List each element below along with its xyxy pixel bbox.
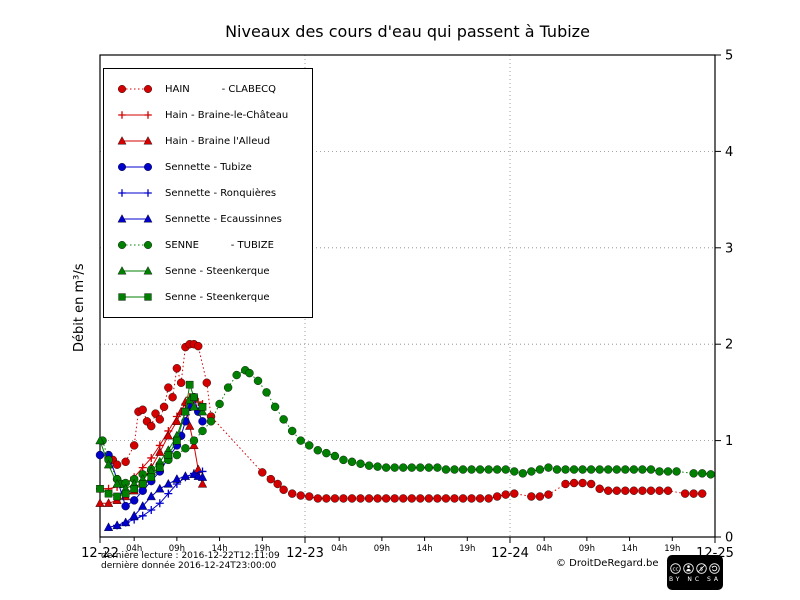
series-markers-hain-braine-l-alleud [95, 397, 208, 507]
y-tick-label: 2 [725, 338, 733, 353]
legend-item-sennette-tubize: Sennette - Tubize [104, 154, 312, 180]
y-tick-label: 1 [725, 434, 733, 449]
x-minor-tick-label: 09h [579, 544, 595, 554]
share-alike-icon [709, 562, 720, 574]
legend-marker-sennette-ronquieres [118, 189, 152, 197]
legend-item-label: SENNE - TUBIZE [165, 239, 274, 251]
x-minor-tick-label: 09h [374, 544, 390, 554]
legend-item-label: Senne - Steenkerque [165, 291, 270, 303]
legend-item-senne-steenkerque-2: Senne - Steenkerque [104, 284, 312, 310]
legend-marker-hain-braine-le-chateau [118, 111, 152, 119]
x-minor-tick-label: 19h [459, 544, 475, 554]
legend-item-label: Sennette - Tubize [165, 161, 252, 173]
legend-item-label: Hain - Braine l'Alleud [165, 135, 271, 147]
copyright-text: © DroitDeRegard.be [556, 558, 659, 569]
series-line-hain-braine-l-alleud [100, 400, 203, 504]
plot-border [99, 54, 716, 538]
legend-item-sennette-ecaussinnes: Sennette - Ecaussinnes [104, 206, 312, 232]
last-data-text: dernière donnée 2016-12-24T23:00:00 [101, 561, 277, 571]
chart-title: Niveaux des cours d'eau qui passent à Tu… [225, 22, 590, 41]
legend-item-hain-braine-l-alleud: Hain - Braine l'Alleud [104, 128, 312, 154]
x-minor-tick-label: 14h [211, 544, 227, 554]
legend-item-label: Sennette - Ecaussinnes [165, 213, 282, 225]
x-minor-tick-label: 19h [254, 544, 270, 554]
x-major-tick-label: 12-24 [491, 546, 529, 561]
legend-marker-senne-steenkerque-1 [117, 266, 153, 275]
legend-item-label: Senne - Steenkerque [165, 265, 270, 277]
legend-item-label: HAIN - CLABECQ [165, 83, 277, 95]
legend-marker-hain-clabecq [117, 84, 153, 93]
series-markers-senne-steenkerque-2 [96, 380, 207, 501]
legend-item-senne-tubize: SENNE - TUBIZE [104, 232, 312, 258]
svg-text:$: $ [700, 566, 704, 572]
x-minor-tick-label: 09h [169, 544, 185, 554]
cc-icon: cc [670, 562, 681, 574]
y-tick-label: 4 [725, 145, 733, 160]
legend-marker-sennette-tubize [117, 162, 153, 171]
x-minor-tick-label: 14h [416, 544, 432, 554]
series-markers-hain-clabecq [104, 340, 707, 503]
attribution-person-icon [683, 562, 694, 574]
last-reading-text: dernière lecture : 2016-12-22T12:11:09 [101, 551, 280, 561]
x-major-tick-label: 12-23 [286, 546, 324, 561]
x-major-tick-label: 12-22 [81, 546, 119, 561]
series-line-hain-clabecq [108, 343, 703, 499]
legend-item-senne-steenkerque-1: Senne - Steenkerque [104, 258, 312, 284]
y-tick-label: 3 [725, 241, 733, 256]
legend-marker-hain-braine-l-alleud [117, 136, 153, 145]
legend-marker-sennette-ecaussinnes [117, 214, 153, 223]
legend-box: HAIN - CLABECQ Hain - Braine-le-Château Ha… [103, 68, 313, 318]
x-minor-tick-label: 04h [331, 544, 347, 554]
legend-item-label: Hain - Braine-le-Château [165, 109, 289, 121]
legend-item-label: Sennette - Ronquières [165, 187, 277, 199]
cc-license-badge[interactable]: cc $ BY NC SA [667, 555, 723, 590]
legend-marker-senne-tubize [117, 240, 153, 249]
x-minor-tick-label: 14h [621, 544, 637, 554]
series-markers-sennette-ecaussinnes [103, 469, 208, 531]
legend-item-sennette-ronquieres: Sennette - Ronquières [104, 180, 312, 206]
cc-license-letters: BY NC SA [669, 575, 721, 583]
x-minor-tick-label: 04h [536, 544, 552, 554]
non-commercial-icon: $ [696, 562, 707, 574]
legend-marker-senne-steenkerque-2 [118, 293, 152, 301]
legend-item-hain-braine-le-chateau: Hain - Braine-le-Château [104, 102, 312, 128]
cc-icon-row: cc $ [670, 562, 720, 574]
svg-text:cc: cc [672, 566, 678, 572]
legend-item-hain-clabecq: HAIN - CLABECQ [104, 76, 312, 102]
x-minor-tick-label: 19h [664, 544, 680, 554]
y-tick-label: 5 [725, 49, 733, 64]
x-minor-tick-label: 04h [126, 544, 142, 554]
y-tick-label: 0 [725, 531, 733, 546]
